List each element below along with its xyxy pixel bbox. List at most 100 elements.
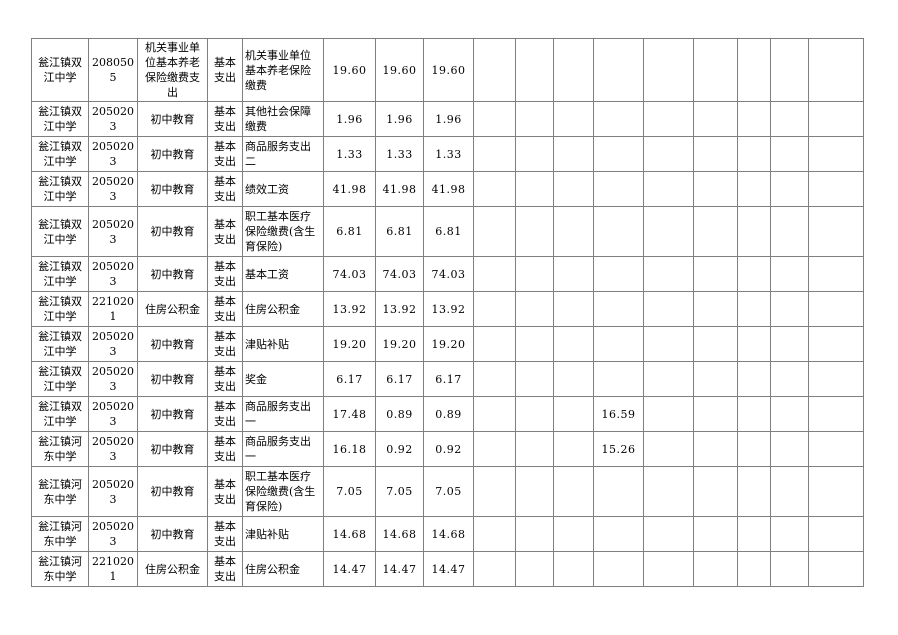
cell-amount: 1.96 <box>375 101 424 137</box>
cell-function-code: 2050203 <box>88 256 138 292</box>
cell-amount: 7.05 <box>375 466 424 517</box>
cell-function-category: 初中教育 <box>137 361 208 397</box>
cell-amount <box>737 206 771 257</box>
cell-expense-item: 基本工资 <box>242 256 324 292</box>
cell-amount <box>770 38 809 102</box>
cell-amount <box>593 466 644 517</box>
cell-amount <box>693 256 738 292</box>
cell-amount <box>553 101 594 137</box>
cell-amount <box>473 326 516 362</box>
cell-amount: 6.17 <box>323 361 376 397</box>
cell-amount: 19.20 <box>375 326 424 362</box>
cell-amount: 1.96 <box>323 101 376 137</box>
table-row: 瓮江镇双江中学 2050203 初中教育 基本支出 职工基本医疗保险缴费(含生育保险) 6… <box>31 206 864 257</box>
cell-school-name: 瓮江镇双江中学 <box>31 256 89 292</box>
cell-function-category: 初中教育 <box>137 431 208 467</box>
cell-school-name: 瓮江镇双江中学 <box>31 396 89 432</box>
expenditure-table: 瓮江镇双江中学 2080505 机关事业单位基本养老保险缴费支出 基本支出 机关事业单位… <box>31 38 864 587</box>
cell-amount <box>643 291 694 327</box>
cell-school-name: 瓮江镇双江中学 <box>31 171 89 207</box>
cell-amount <box>593 38 644 102</box>
cell-amount: 14.68 <box>423 516 474 552</box>
cell-amount <box>515 101 554 137</box>
cell-amount: 0.92 <box>375 431 424 467</box>
cell-school-name: 瓮江镇双江中学 <box>31 101 89 137</box>
cell-amount <box>737 291 771 327</box>
cell-function-code: 2050203 <box>88 171 138 207</box>
cell-expense-item: 商品服务支出一 <box>242 431 324 467</box>
table-row: 瓮江镇双江中学 2050203 初中教育 基本支出 基本工资 74.03 74.03 74.0… <box>31 256 864 292</box>
cell-amount <box>808 136 864 172</box>
cell-amount <box>515 206 554 257</box>
cell-amount: 74.03 <box>375 256 424 292</box>
cell-amount: 15.26 <box>593 431 644 467</box>
cell-function-category: 初中教育 <box>137 101 208 137</box>
cell-amount <box>593 291 644 327</box>
cell-amount <box>515 466 554 517</box>
cell-amount <box>593 136 644 172</box>
cell-amount <box>593 361 644 397</box>
cell-amount <box>553 256 594 292</box>
cell-amount: 13.92 <box>375 291 424 327</box>
cell-function-category: 初中教育 <box>137 396 208 432</box>
cell-amount <box>473 38 516 102</box>
cell-amount <box>693 171 738 207</box>
cell-amount: 6.17 <box>375 361 424 397</box>
cell-amount <box>808 326 864 362</box>
table-row: 瓮江镇河东中学 2050203 初中教育 基本支出 商品服务支出一 16.18 0.92 0.… <box>31 431 864 467</box>
cell-expense-item: 住房公积金 <box>242 551 324 587</box>
cell-amount: 14.47 <box>323 551 376 587</box>
cell-amount <box>808 431 864 467</box>
cell-amount <box>515 431 554 467</box>
cell-amount <box>770 326 809 362</box>
cell-school-name: 瓮江镇河东中学 <box>31 466 89 517</box>
table-row: 瓮江镇双江中学 2050203 初中教育 基本支出 津贴补贴 19.20 19.20 19.2… <box>31 326 864 362</box>
cell-expense-type: 基本支出 <box>207 466 243 517</box>
cell-amount <box>553 206 594 257</box>
cell-amount <box>643 326 694 362</box>
cell-expense-item: 津贴补贴 <box>242 326 324 362</box>
cell-amount: 41.98 <box>323 171 376 207</box>
cell-amount: 14.68 <box>375 516 424 552</box>
table-row: 瓮江镇双江中学 2050203 初中教育 基本支出 绩效工资 41.98 41.98 41.9… <box>31 171 864 207</box>
cell-amount <box>737 396 771 432</box>
cell-amount <box>553 171 594 207</box>
cell-amount: 1.96 <box>423 101 474 137</box>
cell-amount <box>515 361 554 397</box>
cell-amount <box>770 136 809 172</box>
cell-expense-item: 职工基本医疗保险缴费(含生育保险) <box>242 206 324 257</box>
cell-amount: 74.03 <box>323 256 376 292</box>
cell-function-code: 2210201 <box>88 551 138 587</box>
cell-amount <box>770 291 809 327</box>
cell-school-name: 瓮江镇双江中学 <box>31 38 89 102</box>
cell-amount <box>473 516 516 552</box>
cell-amount <box>737 516 771 552</box>
cell-function-code: 2050203 <box>88 361 138 397</box>
cell-amount <box>515 516 554 552</box>
cell-amount <box>643 516 694 552</box>
cell-amount: 16.18 <box>323 431 376 467</box>
cell-expense-type: 基本支出 <box>207 326 243 362</box>
cell-expense-item: 商品服务支出二 <box>242 136 324 172</box>
cell-amount: 19.20 <box>323 326 376 362</box>
cell-function-category: 住房公积金 <box>137 291 208 327</box>
cell-expense-item: 津贴补贴 <box>242 516 324 552</box>
cell-expense-item: 其他社会保障缴费 <box>242 101 324 137</box>
cell-amount <box>643 171 694 207</box>
cell-amount <box>553 326 594 362</box>
cell-amount <box>808 291 864 327</box>
cell-amount <box>473 101 516 137</box>
cell-amount <box>473 291 516 327</box>
cell-amount <box>737 256 771 292</box>
cell-amount <box>693 431 738 467</box>
cell-expense-type: 基本支出 <box>207 256 243 292</box>
cell-amount <box>473 136 516 172</box>
cell-amount <box>515 136 554 172</box>
cell-amount <box>473 206 516 257</box>
cell-expense-type: 基本支出 <box>207 516 243 552</box>
cell-amount <box>515 551 554 587</box>
cell-amount <box>593 256 644 292</box>
cell-expense-item: 奖金 <box>242 361 324 397</box>
cell-amount: 0.89 <box>423 396 474 432</box>
cell-amount <box>515 326 554 362</box>
